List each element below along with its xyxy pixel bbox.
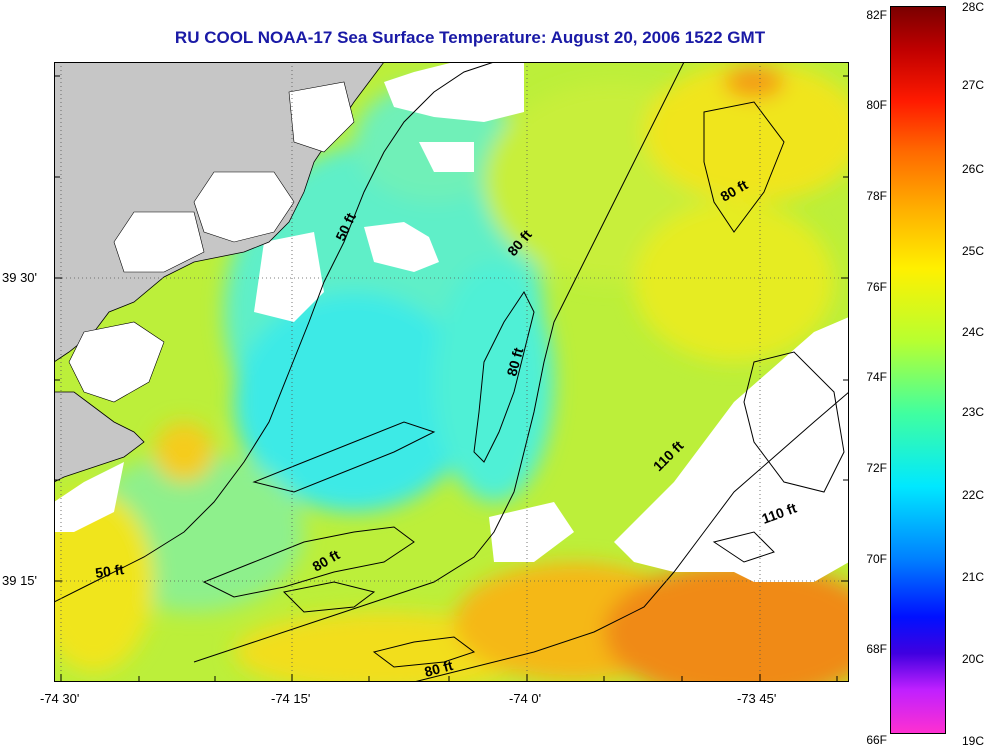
- colorbar-c-label: 28C: [962, 0, 985, 14]
- colorbar-c-label: 25C: [962, 244, 985, 258]
- colorbar-f-label: 72F: [866, 461, 887, 475]
- colorbar-c-label: 26C: [962, 162, 985, 176]
- colorbar-c-label: 19C: [962, 734, 985, 748]
- colorbar-f-label: 80F: [866, 98, 887, 112]
- sst-map: 50 ft 80 ft 80 ft 80 ft 110 ft 110 ft 50…: [54, 62, 849, 682]
- contour-label: 80 ft: [423, 657, 455, 680]
- chart-title: RU COOL NOAA-17 Sea Surface Temperature:…: [174, 28, 766, 47]
- colorbar-c-label: 22C: [962, 488, 985, 502]
- lon-tick-label: -73 45': [737, 691, 777, 706]
- colorbar-c-label: 21C: [962, 570, 985, 584]
- lon-tick-label: -74 15': [271, 691, 311, 706]
- temperature-colorbar: [890, 6, 946, 734]
- colorbar-c-label: 20C: [962, 652, 985, 666]
- colorbar-f-label: 74F: [866, 370, 887, 384]
- temperature-field: [54, 62, 849, 682]
- colorbar-f-label: 76F: [866, 280, 887, 294]
- bathymetry-contours: [54, 62, 849, 682]
- lat-tick-label: 39 30': [2, 270, 38, 285]
- coastal-waters: [68, 81, 355, 403]
- lat-tick-label: 39 15': [2, 573, 38, 588]
- colorbar-f-label: 70F: [866, 552, 887, 566]
- colorbar-c-label: 23C: [962, 405, 985, 419]
- sst-map-svg: 50 ft 80 ft 80 ft 80 ft 110 ft 110 ft 50…: [54, 62, 849, 682]
- lon-tick-label: -74 0': [509, 691, 542, 706]
- colorbar-f-label: 66F: [866, 733, 887, 747]
- colorbar-c-label: 24C: [962, 325, 985, 339]
- map-frame: [54, 62, 849, 682]
- grid-lines: [54, 62, 849, 682]
- colorbar-f-label: 82F: [866, 8, 887, 22]
- colorbar-f-label: 78F: [866, 189, 887, 203]
- frame-ticks: [54, 75, 849, 682]
- contour-label: 80 ft: [503, 346, 526, 378]
- contour-label: 50 ft: [94, 561, 125, 581]
- colorbar-c-label: 27C: [962, 78, 985, 92]
- colorbar-f-label: 68F: [866, 642, 887, 656]
- lon-tick-label: -74 30': [40, 691, 80, 706]
